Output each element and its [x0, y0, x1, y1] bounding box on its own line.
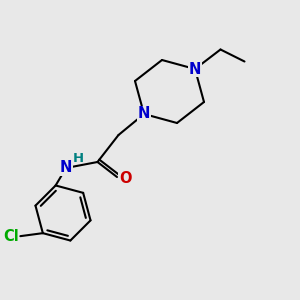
- Text: N: N: [60, 160, 72, 175]
- Text: N: N: [138, 106, 150, 122]
- Text: N: N: [189, 61, 201, 76]
- Text: O: O: [119, 171, 132, 186]
- Text: H: H: [73, 152, 84, 165]
- Text: Cl: Cl: [3, 229, 19, 244]
